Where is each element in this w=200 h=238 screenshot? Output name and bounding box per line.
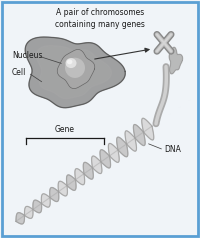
Polygon shape — [58, 181, 67, 196]
Polygon shape — [75, 169, 85, 185]
Polygon shape — [125, 131, 136, 151]
Polygon shape — [50, 188, 59, 202]
Polygon shape — [92, 156, 102, 174]
Polygon shape — [36, 46, 111, 99]
Ellipse shape — [65, 58, 85, 78]
Ellipse shape — [66, 58, 76, 68]
Polygon shape — [25, 37, 125, 108]
Text: Gene: Gene — [55, 125, 75, 134]
Polygon shape — [142, 118, 154, 140]
Text: Cell: Cell — [12, 68, 26, 77]
Text: Nucleus: Nucleus — [12, 51, 42, 60]
Polygon shape — [67, 175, 76, 190]
Polygon shape — [108, 144, 119, 162]
Text: DNA: DNA — [164, 145, 181, 154]
Polygon shape — [133, 124, 145, 146]
Text: A pair of chromosomes
containing many genes: A pair of chromosomes containing many ge… — [55, 8, 145, 29]
Polygon shape — [16, 213, 25, 224]
Polygon shape — [33, 200, 42, 213]
Polygon shape — [83, 162, 93, 179]
Polygon shape — [117, 137, 128, 157]
Polygon shape — [100, 150, 111, 168]
Polygon shape — [24, 206, 33, 218]
Ellipse shape — [67, 60, 72, 64]
Polygon shape — [169, 47, 183, 74]
Polygon shape — [57, 50, 95, 89]
Polygon shape — [41, 194, 50, 207]
Polygon shape — [25, 37, 125, 108]
